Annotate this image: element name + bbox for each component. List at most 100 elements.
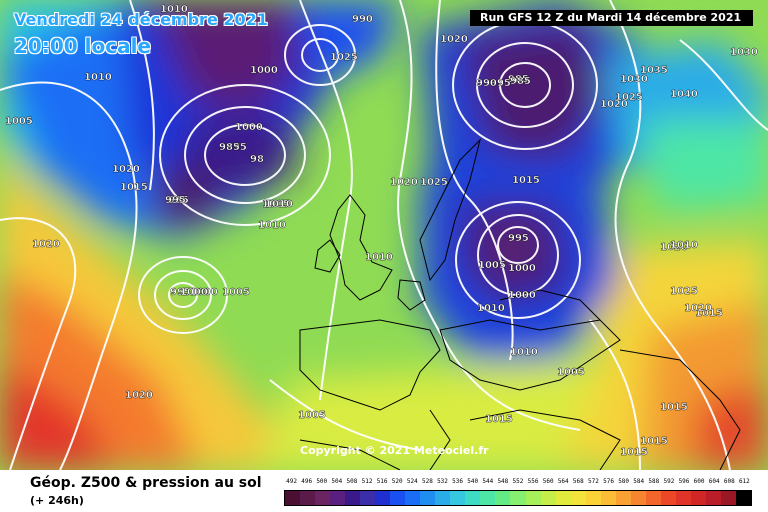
- isobar-label: 1015: [620, 447, 648, 458]
- isobar-label: 1025: [670, 286, 698, 297]
- scale-swatch: [735, 491, 751, 505]
- scale-swatch: [705, 491, 721, 505]
- scale-swatch: [720, 491, 736, 505]
- isobar-label: 1015: [485, 414, 513, 425]
- scale-swatch: [435, 491, 451, 505]
- isobar-label: 985: [219, 142, 240, 153]
- scale-value: 504: [331, 478, 343, 485]
- scale-value: 548: [497, 478, 509, 485]
- scale-value: 584: [633, 478, 645, 485]
- scale-value: 596: [678, 478, 690, 485]
- isobar-label: 1005: [5, 116, 33, 127]
- isobar-label: 1025: [330, 52, 358, 63]
- scale-swatch: [285, 491, 301, 505]
- scale-value: 524: [406, 478, 418, 485]
- isobar-label: 995: [170, 287, 191, 298]
- isobar-label: 990: [476, 78, 497, 89]
- scale-value: 544: [482, 478, 494, 485]
- isobar-label: 995: [165, 195, 186, 206]
- isobar-label: 1020: [600, 99, 628, 110]
- isobar-label: 1010: [670, 240, 698, 251]
- isobar-label: 990: [352, 14, 373, 25]
- isobar-label: 1015: [660, 402, 688, 413]
- scale-value: 536: [452, 478, 463, 485]
- isobar-label: 1020: [684, 303, 712, 314]
- scale-swatch: [675, 491, 691, 505]
- isobar-label: 1010: [510, 347, 538, 358]
- scale-value: 560: [542, 478, 554, 485]
- isobar-label: 1030: [620, 74, 648, 85]
- scale-swatch: [345, 491, 361, 505]
- isobar-label: 1020: [112, 164, 140, 175]
- scale-value: 576: [603, 478, 614, 485]
- isobar-label: 1005: [478, 260, 506, 271]
- isobar-label: 1000: [508, 290, 536, 301]
- isobar-label: 1000: [235, 122, 263, 133]
- scale-value: 556: [527, 478, 539, 485]
- scale-swatch: [525, 491, 541, 505]
- scale-value: 612: [738, 478, 750, 485]
- isobar-label: 1000: [180, 287, 208, 298]
- scale-value: 528: [421, 478, 433, 485]
- scale-swatch: [420, 491, 436, 505]
- lead-time: (+ 246h): [30, 494, 84, 507]
- isobar-label: 995: [508, 233, 529, 244]
- scale-value: 572: [588, 478, 599, 485]
- scale-value: 608: [723, 478, 735, 485]
- isobar-label: 995: [490, 78, 511, 89]
- isobar-label: 1020: [440, 34, 468, 45]
- isobar-label: 1020: [660, 242, 688, 253]
- isobar-label: 1020: [390, 177, 418, 188]
- isobar-label: 1015: [640, 436, 668, 447]
- scale-swatch: [360, 491, 376, 505]
- isobar-label: 1015: [120, 182, 148, 193]
- copyright-notice: Copyright © 2021 Meteociel.fr: [300, 444, 489, 457]
- scale-swatch: [450, 491, 466, 505]
- isobar-label: 1030: [730, 47, 758, 58]
- scale-value: 532: [437, 478, 448, 485]
- scale-value: 568: [572, 478, 584, 485]
- color-scale: 492 496 500 504 508 512 516 520 524 528 532 536 540 5…: [284, 478, 752, 508]
- field-title: Géop. Z500 & pression au sol: [30, 475, 262, 491]
- isobar-label: 1000: [250, 65, 278, 76]
- scale-value: 564: [557, 478, 569, 485]
- scale-value: 492: [286, 478, 297, 485]
- isobar-label: 985: [510, 76, 531, 87]
- isobar-label: 1005: [298, 410, 326, 421]
- scale-value: 588: [648, 478, 660, 485]
- scale-swatch: [405, 491, 421, 505]
- isobar-label: 1020: [125, 390, 153, 401]
- isobar-label: 995: [168, 195, 189, 206]
- isobar-label: 1010: [84, 72, 112, 83]
- isobar-label: 1000: [190, 287, 218, 298]
- isobar-label: 1005: [222, 287, 250, 298]
- scale-swatch: [330, 491, 346, 505]
- scale-swatch: [600, 491, 616, 505]
- scale-swatch: [660, 491, 676, 505]
- scale-value: 540: [467, 478, 479, 485]
- isobar-label: 1010: [265, 199, 293, 210]
- scale-value: 512: [361, 478, 373, 485]
- isobar-label: 985: [508, 74, 529, 85]
- scale-swatch: [555, 491, 571, 505]
- forecast-time: 20:00 locale: [14, 34, 151, 58]
- scale-value: 500: [316, 478, 328, 485]
- scale-swatch: [615, 491, 631, 505]
- scale-swatch: [315, 491, 331, 505]
- isobar-label: 1015: [512, 175, 540, 186]
- isobar-label: 1025: [615, 92, 643, 103]
- scale-value: 604: [708, 478, 720, 485]
- isobar-label: 1040: [670, 89, 698, 100]
- scale-swatch: [570, 491, 586, 505]
- geopotential-map: 1005101099599010001005101010251020101010…: [0, 0, 768, 470]
- isobar-label: 1015: [695, 308, 723, 319]
- scale-swatch: [510, 491, 526, 505]
- isobar-label: 98: [250, 154, 264, 165]
- isobar-label: 1035: [640, 65, 668, 76]
- scale-value: 600: [693, 478, 705, 485]
- model-run-banner: Run GFS 12 Z du Mardi 14 décembre 2021: [470, 10, 753, 26]
- isobar-labels: 1005101099599010001005101010251020101010…: [5, 4, 758, 458]
- scale-swatch: [645, 491, 661, 505]
- scale-swatch: [300, 491, 316, 505]
